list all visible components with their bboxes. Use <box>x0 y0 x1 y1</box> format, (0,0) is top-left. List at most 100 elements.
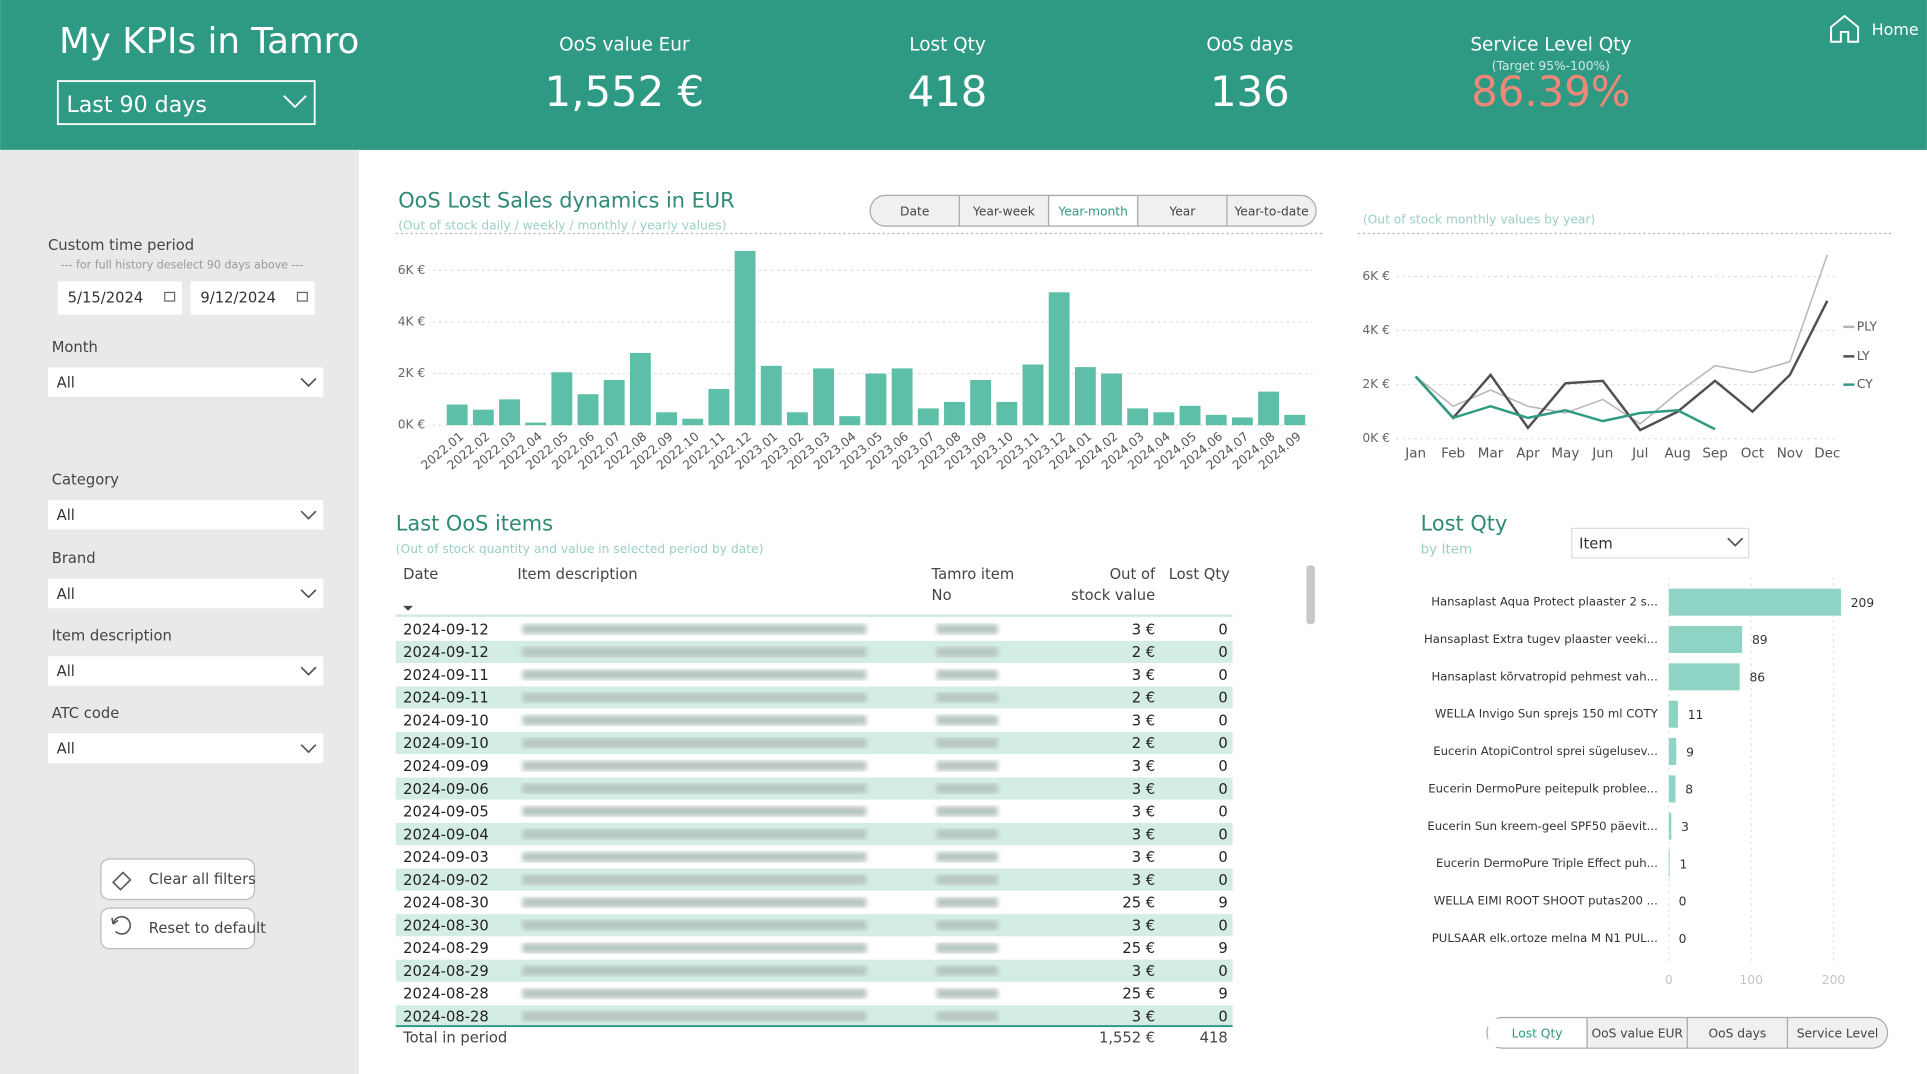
chevron <box>300 510 317 520</box>
button-label: Clear all filters <box>149 871 256 888</box>
cell-date: 2024-08-30 <box>403 895 489 912</box>
filter-label: ATC code <box>52 705 120 722</box>
cell-value: 3 € <box>1132 781 1155 798</box>
calendar-icon <box>164 291 176 302</box>
redacted-text <box>522 920 867 931</box>
redacted-text <box>936 897 998 908</box>
x-tick-label: Aug <box>1664 445 1690 461</box>
column-header: Item description <box>517 566 637 583</box>
cell-date: 2024-09-06 <box>403 781 489 798</box>
category-label: PULSAAR elk.ortoze melna M N1 PUL... <box>1432 931 1658 945</box>
dropdown-value: All <box>57 507 75 524</box>
cell-value: 25 € <box>1122 986 1155 1003</box>
kpi-note: (Target 95%-100%) <box>1492 59 1610 73</box>
x-tick-label: 200 <box>1822 973 1845 987</box>
redacted-text <box>522 988 867 999</box>
x-tick-label: 100 <box>1739 973 1762 987</box>
filter-label: Month <box>52 339 98 356</box>
data-label: 11 <box>1688 708 1704 722</box>
cell-qty: 0 <box>1218 644 1227 661</box>
dropdown[interactable] <box>48 578 324 609</box>
x-tick-label: Oct <box>1741 445 1764 461</box>
cell-value: 2 € <box>1132 735 1155 752</box>
bar <box>446 404 468 426</box>
kpi-value: 1,552 € <box>545 67 704 116</box>
data-label: 86 <box>1749 671 1765 685</box>
cell-qty: 0 <box>1218 1008 1227 1025</box>
filter-label: Custom time period <box>48 237 194 254</box>
category-label: Eucerin DermoPure peitepulk problee... <box>1428 781 1658 795</box>
dropdown[interactable] <box>48 733 324 764</box>
button[interactable] <box>100 858 256 901</box>
category-label: WELLA EIMI ROOT SHOOT putas200 ... <box>1434 893 1658 907</box>
total-qty: 418 <box>1200 1029 1228 1046</box>
x-tick-label: 0 <box>1665 973 1673 987</box>
toggle-selected[interactable] <box>1049 196 1137 225</box>
toggle-selected[interactable] <box>1488 1018 1586 1047</box>
bar <box>656 412 677 426</box>
bar <box>1179 405 1201 426</box>
cell-date: 2024-09-03 <box>403 849 489 866</box>
redacted-text <box>522 624 867 635</box>
redacted-text <box>936 874 998 885</box>
redacted-text <box>936 988 998 999</box>
cell-date: 2024-08-29 <box>403 940 489 957</box>
cell-value: 3 € <box>1132 849 1155 866</box>
redacted-text <box>522 760 867 771</box>
cell-qty: 0 <box>1218 849 1227 866</box>
toggle-label: Year-month <box>1057 204 1127 218</box>
chevron <box>300 744 317 754</box>
redacted-text <box>936 829 998 840</box>
legend-label: CY <box>1857 377 1873 391</box>
cell-qty: 0 <box>1218 872 1227 889</box>
column-header: Lost Qty <box>1169 566 1230 583</box>
cell-qty: 0 <box>1218 804 1227 821</box>
scrollbar[interactable] <box>1306 565 1315 625</box>
kpi-label: OoS value Eur <box>559 34 690 55</box>
redacted-text <box>522 783 867 794</box>
calendar-icon <box>296 291 308 302</box>
dropdown[interactable] <box>48 367 324 397</box>
redacted-text <box>522 647 867 657</box>
bar <box>1668 625 1743 654</box>
sort-arrow <box>403 605 413 611</box>
dropdown-value: Item <box>1579 535 1613 552</box>
button[interactable] <box>100 907 256 950</box>
cell-qty: 0 <box>1218 826 1227 843</box>
cell-value: 3 € <box>1132 667 1155 684</box>
filter-label: Category <box>52 471 120 488</box>
y-tick-label: 6K € <box>1362 269 1390 283</box>
home-icon[interactable] <box>1830 14 1860 43</box>
data-label: 1 <box>1680 857 1688 871</box>
redacted-text <box>936 943 998 953</box>
redacted-text <box>936 669 998 680</box>
dropdown[interactable] <box>1571 527 1750 559</box>
bar <box>577 394 599 426</box>
cell-date: 2024-09-12 <box>403 621 489 638</box>
dropdown[interactable] <box>48 656 324 686</box>
filter-note: --- for full history deselect 90 days ab… <box>61 258 304 271</box>
data-label: 209 <box>1851 596 1874 610</box>
x-tick-label: Jun <box>1591 445 1613 461</box>
toggle-label: Service Level <box>1797 1027 1879 1041</box>
x-tick-label: Jan <box>1404 445 1426 461</box>
dropdown[interactable] <box>48 500 324 530</box>
period-dropdown[interactable] <box>56 80 316 126</box>
table-title: Last OoS items <box>396 512 553 536</box>
reset-icon <box>111 915 132 935</box>
bar <box>603 380 625 426</box>
column-header: Out of stock value <box>1071 566 1156 604</box>
y-tick-label: 0K € <box>398 418 426 432</box>
cell-date: 2024-08-30 <box>403 917 489 934</box>
chart-title: OoS Lost Sales dynamics in EUR <box>398 189 734 213</box>
bar <box>708 389 730 426</box>
redacted-text <box>936 920 998 931</box>
cell-date: 2024-08-29 <box>403 963 489 980</box>
kpi-label: Service Level Qty <box>1470 34 1631 55</box>
title: My KPIs in Tamro <box>59 21 359 62</box>
date-input[interactable] <box>57 281 182 315</box>
chart-title: Lost Qty <box>1421 512 1508 536</box>
kpi-value: 86.39% <box>1471 67 1630 116</box>
date-input[interactable] <box>190 281 315 315</box>
